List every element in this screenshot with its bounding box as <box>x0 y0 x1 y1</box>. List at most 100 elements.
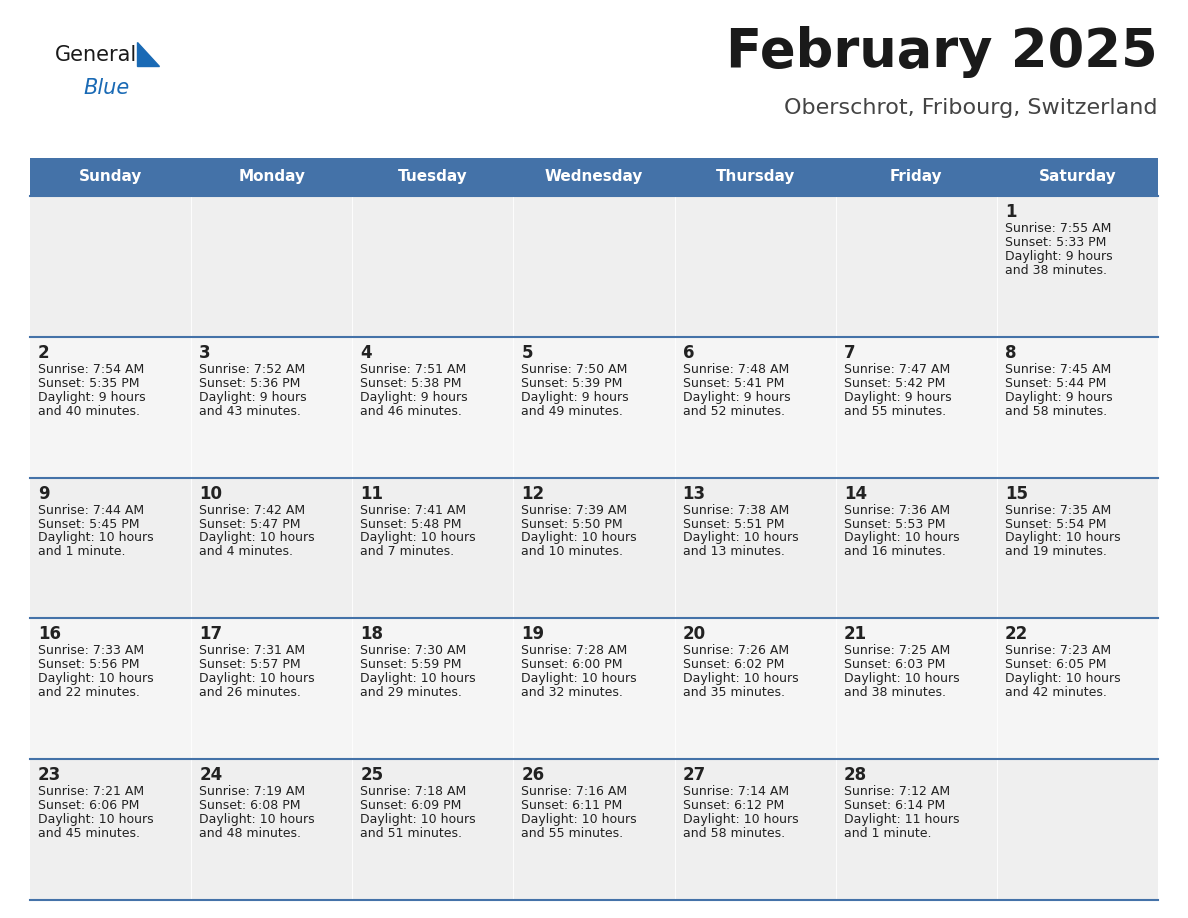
Text: and 51 minutes.: and 51 minutes. <box>360 827 462 840</box>
Text: 9: 9 <box>38 485 50 502</box>
Text: and 19 minutes.: and 19 minutes. <box>1005 545 1107 558</box>
Text: Daylight: 11 hours: Daylight: 11 hours <box>843 813 959 826</box>
Bar <box>835 619 997 759</box>
Text: February 2025: February 2025 <box>726 26 1158 78</box>
Text: Sunrise: 7:44 AM: Sunrise: 7:44 AM <box>38 504 144 517</box>
Text: 2: 2 <box>38 344 50 362</box>
Text: Sunrise: 7:48 AM: Sunrise: 7:48 AM <box>683 363 789 375</box>
Text: 19: 19 <box>522 625 544 644</box>
Text: and 46 minutes.: and 46 minutes. <box>360 405 462 418</box>
Text: and 38 minutes.: and 38 minutes. <box>843 687 946 700</box>
Text: Daylight: 10 hours: Daylight: 10 hours <box>360 672 476 686</box>
Text: 5: 5 <box>522 344 533 362</box>
Text: Daylight: 9 hours: Daylight: 9 hours <box>1005 250 1112 263</box>
Text: Saturday: Saturday <box>1038 170 1117 185</box>
Text: and 40 minutes.: and 40 minutes. <box>38 405 140 418</box>
Text: Sunrise: 7:47 AM: Sunrise: 7:47 AM <box>843 363 950 375</box>
Bar <box>353 619 513 759</box>
Text: Daylight: 9 hours: Daylight: 9 hours <box>1005 391 1112 404</box>
Bar <box>675 158 835 196</box>
Text: Daylight: 10 hours: Daylight: 10 hours <box>683 672 798 686</box>
Bar <box>997 337 1158 477</box>
Text: and 48 minutes.: and 48 minutes. <box>200 827 301 840</box>
Text: Sunrise: 7:41 AM: Sunrise: 7:41 AM <box>360 504 467 517</box>
Bar <box>675 759 835 900</box>
Text: Sunrise: 7:38 AM: Sunrise: 7:38 AM <box>683 504 789 517</box>
Text: 8: 8 <box>1005 344 1017 362</box>
Text: Sunset: 5:45 PM: Sunset: 5:45 PM <box>38 518 139 531</box>
Text: and 35 minutes.: and 35 minutes. <box>683 687 784 700</box>
Text: Sunrise: 7:35 AM: Sunrise: 7:35 AM <box>1005 504 1111 517</box>
Text: Daylight: 9 hours: Daylight: 9 hours <box>843 391 952 404</box>
Text: Sunrise: 7:16 AM: Sunrise: 7:16 AM <box>522 785 627 798</box>
Text: Oberschrot, Fribourg, Switzerland: Oberschrot, Fribourg, Switzerland <box>784 98 1158 118</box>
Bar <box>513 158 675 196</box>
Text: and 4 minutes.: and 4 minutes. <box>200 545 293 558</box>
Text: Sunset: 6:02 PM: Sunset: 6:02 PM <box>683 658 784 671</box>
Text: 20: 20 <box>683 625 706 644</box>
Text: Sunrise: 7:26 AM: Sunrise: 7:26 AM <box>683 644 789 657</box>
Bar <box>353 196 513 337</box>
Text: Sunset: 5:47 PM: Sunset: 5:47 PM <box>200 518 301 531</box>
Text: Sunrise: 7:12 AM: Sunrise: 7:12 AM <box>843 785 950 798</box>
Text: 28: 28 <box>843 767 867 784</box>
Text: Sunset: 5:56 PM: Sunset: 5:56 PM <box>38 658 139 671</box>
Text: Daylight: 10 hours: Daylight: 10 hours <box>38 672 153 686</box>
Text: and 38 minutes.: and 38 minutes. <box>1005 263 1107 277</box>
Text: Blue: Blue <box>83 78 129 98</box>
Text: 6: 6 <box>683 344 694 362</box>
Bar <box>30 196 191 337</box>
Text: 12: 12 <box>522 485 544 502</box>
Text: Daylight: 10 hours: Daylight: 10 hours <box>360 813 476 826</box>
Text: 27: 27 <box>683 767 706 784</box>
Text: General: General <box>55 45 138 65</box>
Bar <box>30 759 191 900</box>
Text: Monday: Monday <box>239 170 305 185</box>
Bar <box>513 477 675 619</box>
Bar <box>513 196 675 337</box>
Text: Daylight: 10 hours: Daylight: 10 hours <box>522 532 637 544</box>
Text: Sunset: 5:41 PM: Sunset: 5:41 PM <box>683 376 784 390</box>
Text: Sunrise: 7:45 AM: Sunrise: 7:45 AM <box>1005 363 1111 375</box>
Text: Sunset: 5:38 PM: Sunset: 5:38 PM <box>360 376 462 390</box>
Text: Sunset: 5:36 PM: Sunset: 5:36 PM <box>200 376 301 390</box>
Text: Sunrise: 7:33 AM: Sunrise: 7:33 AM <box>38 644 144 657</box>
Text: and 13 minutes.: and 13 minutes. <box>683 545 784 558</box>
Text: Sunset: 6:05 PM: Sunset: 6:05 PM <box>1005 658 1106 671</box>
Bar <box>191 619 353 759</box>
Text: Daylight: 10 hours: Daylight: 10 hours <box>522 813 637 826</box>
Text: Sunrise: 7:31 AM: Sunrise: 7:31 AM <box>200 644 305 657</box>
Text: Daylight: 10 hours: Daylight: 10 hours <box>843 672 960 686</box>
Text: Sunset: 6:09 PM: Sunset: 6:09 PM <box>360 800 462 812</box>
Text: Sunrise: 7:55 AM: Sunrise: 7:55 AM <box>1005 222 1111 235</box>
Text: and 55 minutes.: and 55 minutes. <box>522 827 624 840</box>
Bar <box>353 759 513 900</box>
Bar <box>30 158 191 196</box>
Text: Sunday: Sunday <box>78 170 143 185</box>
Text: 18: 18 <box>360 625 384 644</box>
Bar <box>835 477 997 619</box>
Text: Daylight: 9 hours: Daylight: 9 hours <box>360 391 468 404</box>
Text: Daylight: 9 hours: Daylight: 9 hours <box>683 391 790 404</box>
Text: and 1 minute.: and 1 minute. <box>843 827 931 840</box>
Text: Daylight: 10 hours: Daylight: 10 hours <box>38 532 153 544</box>
Bar <box>997 619 1158 759</box>
Bar <box>191 337 353 477</box>
Text: and 32 minutes.: and 32 minutes. <box>522 687 624 700</box>
Text: and 10 minutes.: and 10 minutes. <box>522 545 624 558</box>
Bar <box>835 158 997 196</box>
Text: 26: 26 <box>522 767 544 784</box>
Bar <box>513 337 675 477</box>
Text: Sunset: 5:57 PM: Sunset: 5:57 PM <box>200 658 301 671</box>
Bar <box>353 337 513 477</box>
Bar <box>997 477 1158 619</box>
Text: Sunrise: 7:36 AM: Sunrise: 7:36 AM <box>843 504 950 517</box>
Text: 7: 7 <box>843 344 855 362</box>
Bar <box>675 337 835 477</box>
Text: Daylight: 9 hours: Daylight: 9 hours <box>38 391 146 404</box>
Text: Sunset: 5:33 PM: Sunset: 5:33 PM <box>1005 236 1106 249</box>
Text: Sunset: 6:00 PM: Sunset: 6:00 PM <box>522 658 623 671</box>
Text: Sunset: 6:03 PM: Sunset: 6:03 PM <box>843 658 946 671</box>
Bar <box>513 759 675 900</box>
Bar <box>353 477 513 619</box>
